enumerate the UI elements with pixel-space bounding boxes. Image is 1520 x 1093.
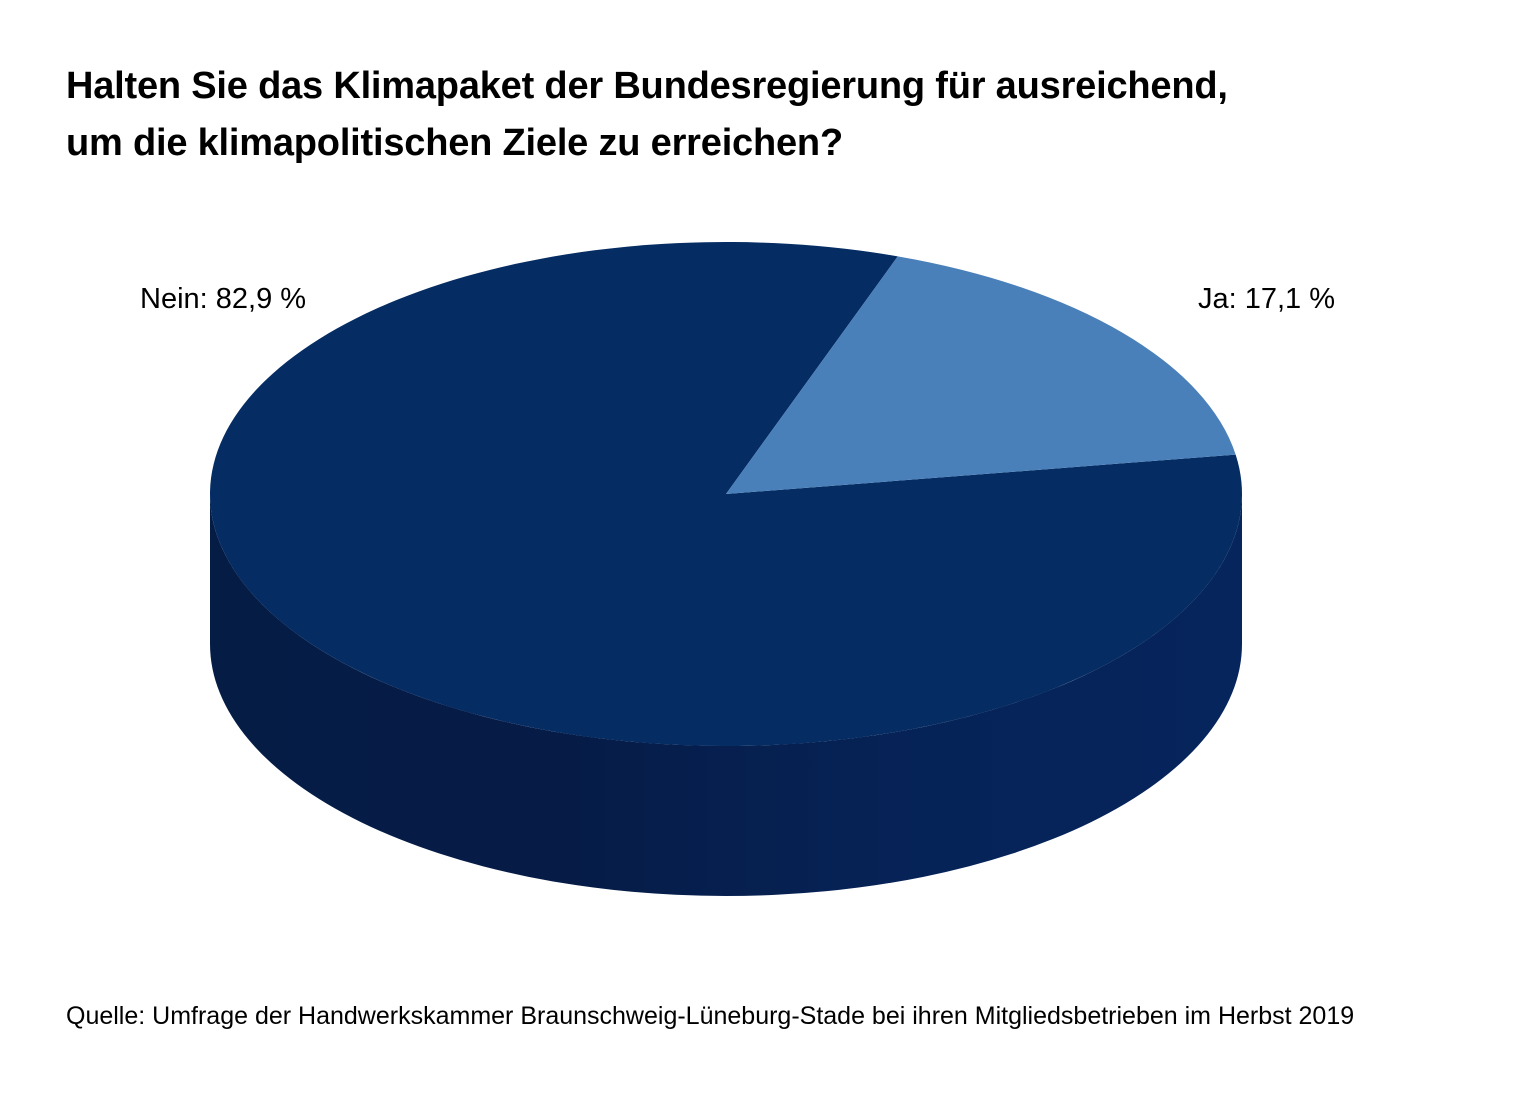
chart-title-line-2: um die klimapolitischen Ziele zu erreich… [66,122,843,164]
pie-slice-nein [210,242,1242,747]
pie-side-nein [210,494,1242,896]
pie-slice-ja [726,256,1236,494]
chart-title-line-1: Halten Sie das Klimapaket der Bundesregi… [66,65,1228,107]
source-note: Quelle: Umfrage der Handwerkskammer Brau… [66,1002,1355,1030]
chart-title: Halten Sie das Klimapaket der Bundesregi… [66,58,1466,172]
data-label-ja: Ja: 17,1 % [1198,283,1336,315]
data-label-nein: Nein: 82,9 % [140,283,307,315]
